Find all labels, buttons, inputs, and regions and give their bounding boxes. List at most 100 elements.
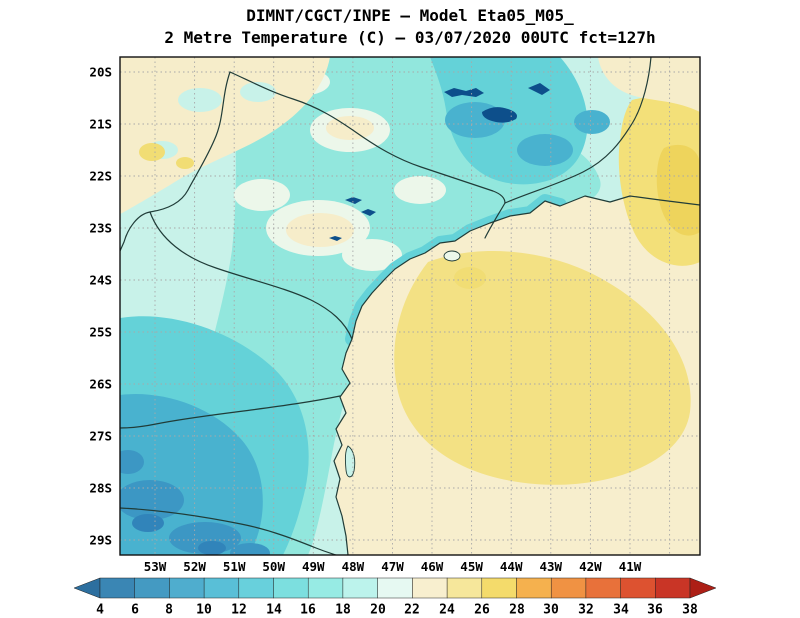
lon-label: 52W <box>183 559 206 574</box>
lon-label: 44W <box>500 559 523 574</box>
colorbar-tick: 30 <box>543 603 559 618</box>
lon-label: 45W <box>460 559 483 574</box>
reservoir-shape <box>482 107 517 123</box>
reservoir-shape <box>444 88 484 97</box>
lat-label: 29S <box>89 533 112 548</box>
state-border-mg-sp <box>229 71 506 204</box>
temp-spot <box>139 143 165 161</box>
lat-label: 22S <box>89 169 112 184</box>
temp-pocket <box>234 179 290 211</box>
title-line-2: 2 Metre Temperature (C) — 03/07/2020 00U… <box>164 28 655 47</box>
colorbar-segment <box>134 577 170 599</box>
lon-label: 51W <box>223 559 246 574</box>
colorbar-arrow-left <box>73 577 101 599</box>
longitude-labels: 53W 52W 51W 50W 49W 48W 47W 46W 45W 44W … <box>144 559 642 574</box>
temp-patch <box>230 543 270 555</box>
lon-label: 47W <box>381 559 404 574</box>
temp-patch <box>120 480 184 520</box>
lon-label: 41W <box>619 559 642 574</box>
island-florianopolis <box>344 445 356 478</box>
reservoir-shape <box>329 236 342 241</box>
colorbar-tick: 36 <box>647 603 663 618</box>
colorbar-segment <box>620 577 656 599</box>
colorbar-tick: 4 <box>96 603 104 618</box>
state-border-sc-rs <box>120 507 337 555</box>
colorbar-segment <box>203 577 240 599</box>
map-frame <box>119 56 701 556</box>
colorbar-segment <box>273 577 309 599</box>
lon-label: 53W <box>144 559 167 574</box>
colorbar-tick: 34 <box>613 603 629 618</box>
colorbar-tick: 10 <box>196 603 212 618</box>
lon-label: 46W <box>421 559 444 574</box>
lon-label: 50W <box>262 559 285 574</box>
title-line-1: DIMNT/CGCT/INPE — Model Eta05_M05_ <box>246 6 574 25</box>
reservoir-shape <box>345 197 362 204</box>
colorbar-segment <box>169 577 205 599</box>
colorbar-tick: 18 <box>335 603 351 618</box>
lat-label: 26S <box>89 377 112 392</box>
colorbar-segment <box>655 577 691 599</box>
temp-patch <box>120 450 144 474</box>
lon-label: 49W <box>302 559 325 574</box>
lon-label: 42W <box>579 559 602 574</box>
state-border-pr-sc <box>120 395 341 429</box>
colorbar-tick: 26 <box>474 603 490 618</box>
temp-patch <box>517 134 573 166</box>
colorbar-tick: 38 <box>682 603 698 618</box>
colorbar-tick: 32 <box>578 603 594 618</box>
temp-patch <box>574 110 610 134</box>
lat-label: 20S <box>89 65 112 80</box>
temp-pocket <box>286 213 354 247</box>
colorbar-segment <box>238 577 274 599</box>
colorbar-tick: 24 <box>439 603 455 618</box>
colorbar-segment <box>585 577 621 599</box>
lat-label: 23S <box>89 221 112 236</box>
colorbar-tick: 16 <box>300 603 316 618</box>
colorbar-tick: 6 <box>131 603 139 618</box>
lat-label: 25S <box>89 325 112 340</box>
colorbar-tick: 12 <box>231 603 247 618</box>
temperature-field <box>120 57 700 555</box>
colorbar-labels: 4 6 8 10 12 14 16 18 20 22 24 26 28 30 3… <box>96 603 698 618</box>
state-border-parana-river <box>120 71 231 252</box>
coastline <box>333 195 700 555</box>
colorbar-segment <box>99 577 136 599</box>
map-boundaries <box>120 57 700 555</box>
colorbar-segment <box>550 577 587 599</box>
state-border-rj-sp <box>484 202 506 239</box>
lat-label: 27S <box>89 429 112 444</box>
reservoir-water-bodies <box>329 83 550 241</box>
island-sao-sebastiao <box>443 250 461 262</box>
state-border-mg-rj-es <box>504 57 652 204</box>
temp-spot <box>240 82 276 102</box>
colorbar-tick: 20 <box>370 603 386 618</box>
colorbar-segment <box>342 577 378 599</box>
lon-label: 48W <box>342 559 365 574</box>
colorbar-segment <box>516 577 552 599</box>
colorbar-segment <box>307 577 344 599</box>
latitude-labels: 20S 21S 22S 23S 24S 25S 26S 27S 28S 29S <box>89 65 112 548</box>
ocean-region-yellow <box>394 250 691 485</box>
temp-patch <box>198 541 226 555</box>
temp-patches-bluedark-southwest <box>132 514 226 555</box>
lat-label: 28S <box>89 481 112 496</box>
lon-label: 43W <box>540 559 563 574</box>
colorbar-tick: 28 <box>509 603 525 618</box>
reservoir-shape <box>528 83 550 95</box>
lat-label: 24S <box>89 273 112 288</box>
colorbar-tick: 14 <box>266 603 282 618</box>
temp-spot <box>178 88 222 112</box>
temp-pocket <box>342 239 402 271</box>
reservoir-shape <box>361 209 376 216</box>
colorbar-tick: 22 <box>404 603 420 618</box>
colorbar-segment <box>481 577 517 599</box>
grid-lines <box>120 57 700 555</box>
temp-patch <box>132 514 164 532</box>
lat-label: 21S <box>89 117 112 132</box>
temp-spots-yellow-west <box>139 143 194 169</box>
temp-pocket <box>394 176 446 204</box>
colorbar-segment <box>446 577 483 599</box>
